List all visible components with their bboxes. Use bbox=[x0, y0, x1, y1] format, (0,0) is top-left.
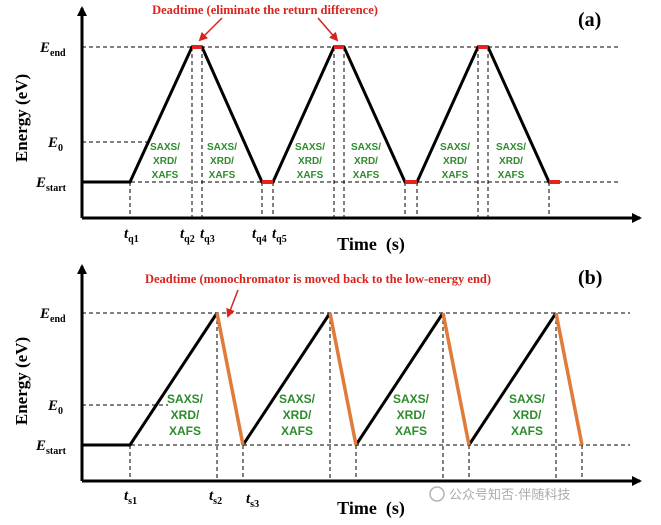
wechat-icon bbox=[429, 486, 445, 502]
panel-b-return-ramps bbox=[215, 312, 584, 446]
panel-b-deadtime-arrow bbox=[226, 289, 239, 318]
svg-text:SAXS/: SAXS/ bbox=[150, 142, 180, 153]
svg-text:SAXS/: SAXS/ bbox=[496, 142, 526, 153]
watermark-text: 公众号知否·伴随科技 bbox=[449, 487, 570, 502]
panel-a-segment-label-2: SAXS/XRD/XAFS bbox=[207, 142, 237, 181]
panel-a-time-labels: tq1 tq2 tq3 tq4 tq5 bbox=[124, 226, 287, 245]
panel-b-label: (b) bbox=[578, 267, 602, 289]
panel-b-time-markers bbox=[129, 313, 583, 481]
panel-b-energy-ramps bbox=[82, 312, 558, 447]
panel-a-segment-label-4: SAXS/XRD/XAFS bbox=[351, 142, 381, 181]
panel-a-tq2-label: tq2 bbox=[180, 226, 195, 245]
panel-a-deadtime-arrow-right bbox=[317, 17, 339, 42]
svg-text:XAFS: XAFS bbox=[152, 170, 179, 181]
panel-a-segment-label-6: SAXS/XRD/XAFS bbox=[496, 142, 526, 181]
svg-text:XAFS: XAFS bbox=[442, 170, 469, 181]
panel-a-tq1-label: tq1 bbox=[124, 226, 139, 245]
panel-b-segment-label-3: SAXS/XRD/XAFS bbox=[393, 392, 430, 438]
panel-b-ts1-label: ts1 bbox=[124, 488, 137, 507]
panel-a-label: (a) bbox=[578, 9, 601, 31]
panel-b-segment-labels: SAXS/XRD/XAFS SAXS/XRD/XAFS SAXS/XRD/XAF… bbox=[167, 392, 546, 438]
svg-text:SAXS/: SAXS/ bbox=[279, 392, 316, 406]
svg-text:XAFS: XAFS bbox=[498, 170, 525, 181]
svg-text:SAXS/: SAXS/ bbox=[393, 392, 430, 406]
panel-b-deadtime-note: Deadtime (monochromator is moved back to… bbox=[145, 272, 491, 286]
svg-text:XAFS: XAFS bbox=[281, 424, 313, 438]
panel-b-ts3-label: ts3 bbox=[246, 491, 259, 510]
svg-text:XRD/: XRD/ bbox=[513, 408, 542, 422]
panel-b-segment-label-2: SAXS/XRD/XAFS bbox=[279, 392, 316, 438]
panel-a-segment-label-5: SAXS/XRD/XAFS bbox=[440, 142, 470, 181]
svg-text:XAFS: XAFS bbox=[297, 170, 324, 181]
panel-a-tq5-label: tq5 bbox=[272, 226, 287, 245]
svg-text:SAXS/: SAXS/ bbox=[207, 142, 237, 153]
panel-b-eend-label: Eend bbox=[39, 306, 66, 325]
svg-text:XRD/: XRD/ bbox=[397, 408, 426, 422]
svg-text:XRD/: XRD/ bbox=[283, 408, 312, 422]
svg-text:SAXS/: SAXS/ bbox=[351, 142, 381, 153]
svg-text:XAFS: XAFS bbox=[353, 170, 380, 181]
svg-text:XRD/: XRD/ bbox=[354, 156, 378, 167]
panel-b-time-labels: ts1 ts2 ts3 bbox=[124, 488, 259, 510]
panel-a-estart-label: Estart bbox=[35, 175, 67, 194]
svg-text:XAFS: XAFS bbox=[395, 424, 427, 438]
panel-a-y-axis-title: Energy (eV) bbox=[12, 74, 31, 162]
panel-a-tq4-label: tq4 bbox=[252, 226, 267, 245]
panel-a-eend-label: Eend bbox=[39, 40, 66, 59]
watermark: 公众号知否·伴随科技 bbox=[429, 486, 570, 502]
panel-a-time-markers bbox=[129, 47, 550, 218]
panel-b-e0-label: E0 bbox=[47, 398, 63, 417]
svg-text:XAFS: XAFS bbox=[169, 424, 201, 438]
panel-a-x-axis-title: Time (s) bbox=[337, 234, 405, 255]
svg-text:XRD/: XRD/ bbox=[171, 408, 200, 422]
svg-text:SAXS/: SAXS/ bbox=[295, 142, 325, 153]
panel-b: Deadtime (monochromator is moved back to… bbox=[12, 264, 642, 519]
panel-a-deadtime-note: Deadtime (eliminate the return differenc… bbox=[152, 3, 378, 17]
panel-b-x-axis-title: Time (s) bbox=[337, 498, 405, 519]
svg-text:XAFS: XAFS bbox=[511, 424, 543, 438]
panel-a-deadtime-arrow-left bbox=[198, 17, 223, 42]
svg-text:SAXS/: SAXS/ bbox=[440, 142, 470, 153]
panel-a-segment-label-1: SAXS/XRD/XAFS bbox=[150, 142, 180, 181]
panel-b-segment-label-1: SAXS/XRD/XAFS bbox=[167, 392, 204, 438]
svg-text:SAXS/: SAXS/ bbox=[167, 392, 204, 406]
svg-text:SAXS/: SAXS/ bbox=[509, 392, 546, 406]
panel-a-segment-label-3: SAXS/XRD/XAFS bbox=[295, 142, 325, 181]
svg-text:XAFS: XAFS bbox=[209, 170, 236, 181]
svg-text:XRD/: XRD/ bbox=[443, 156, 467, 167]
panel-a-e0-label: E0 bbox=[47, 135, 63, 154]
panel-a-segment-labels: SAXS/XRD/XAFS SAXS/XRD/XAFS SAXS/XRD/XAF… bbox=[150, 142, 526, 181]
panel-b-segment-label-4: SAXS/XRD/XAFS bbox=[509, 392, 546, 438]
svg-text:XRD/: XRD/ bbox=[298, 156, 322, 167]
svg-text:XRD/: XRD/ bbox=[210, 156, 234, 167]
panel-a-deadtime-segments bbox=[192, 45, 560, 184]
panel-b-estart-label: Estart bbox=[35, 438, 67, 457]
panel-a: Deadtime (eliminate the return differenc… bbox=[12, 3, 642, 255]
panel-a-tq3-label: tq3 bbox=[200, 226, 215, 245]
svg-text:XRD/: XRD/ bbox=[499, 156, 523, 167]
svg-text:XRD/: XRD/ bbox=[153, 156, 177, 167]
panel-b-ts2-label: ts2 bbox=[209, 488, 222, 507]
panel-b-y-axis-title: Energy (eV) bbox=[12, 337, 31, 425]
